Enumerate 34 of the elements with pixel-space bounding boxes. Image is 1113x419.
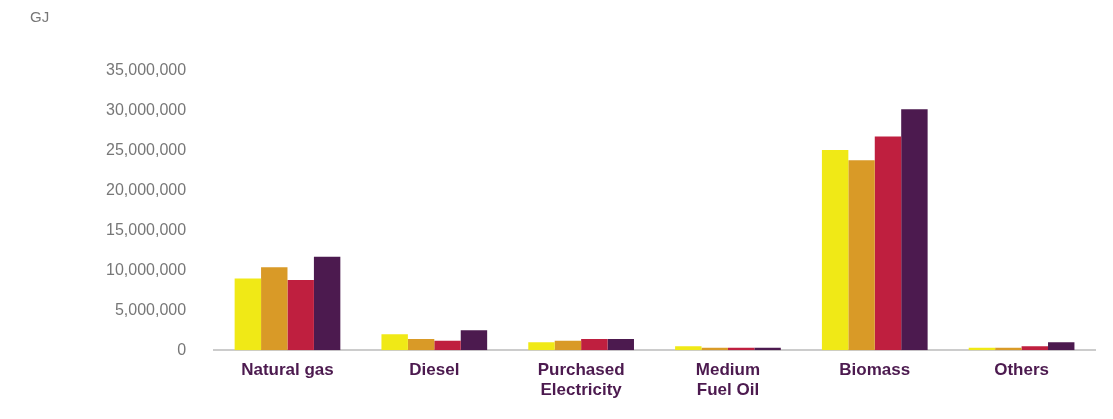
bar: [528, 342, 555, 351]
x-tick-label: Biomass: [839, 360, 911, 380]
y-tick-label: 10,000,000: [106, 260, 187, 278]
bar: [607, 339, 634, 351]
y-tick-label: 0: [177, 340, 187, 358]
bar: [261, 267, 288, 351]
bar: [287, 280, 314, 351]
y-tick-label: 35,000,000: [106, 61, 187, 79]
bar: [581, 339, 608, 351]
x-tick-label: Medium Fuel Oil: [695, 360, 761, 400]
bar: [434, 340, 461, 351]
bar: [381, 334, 408, 351]
bar: [460, 330, 488, 351]
y-tick-label: 30,000,000: [106, 101, 187, 119]
bar: [234, 278, 262, 351]
bar: [1048, 342, 1075, 351]
y-tick-label: 15,000,000: [106, 220, 187, 238]
x-tick-label: Purchased Electricity: [537, 360, 625, 400]
y-tick-label: 20,000,000: [106, 181, 187, 199]
bar: [874, 136, 902, 351]
bar: [675, 346, 702, 351]
y-tick-label: 25,000,000: [106, 141, 187, 159]
bar: [407, 339, 435, 351]
bar: [901, 109, 928, 351]
bar: [821, 149, 849, 351]
y-axis-title: GJ: [30, 7, 50, 25]
x-tick-label: Natural gas: [241, 360, 334, 380]
bar: [554, 340, 582, 351]
bar: [313, 256, 341, 351]
x-tick-label: Others: [994, 360, 1049, 380]
bar: [848, 160, 875, 351]
y-tick-label: 5,000,000: [114, 300, 187, 318]
x-tick-label: Diesel: [409, 360, 460, 380]
bar: [1021, 346, 1049, 351]
